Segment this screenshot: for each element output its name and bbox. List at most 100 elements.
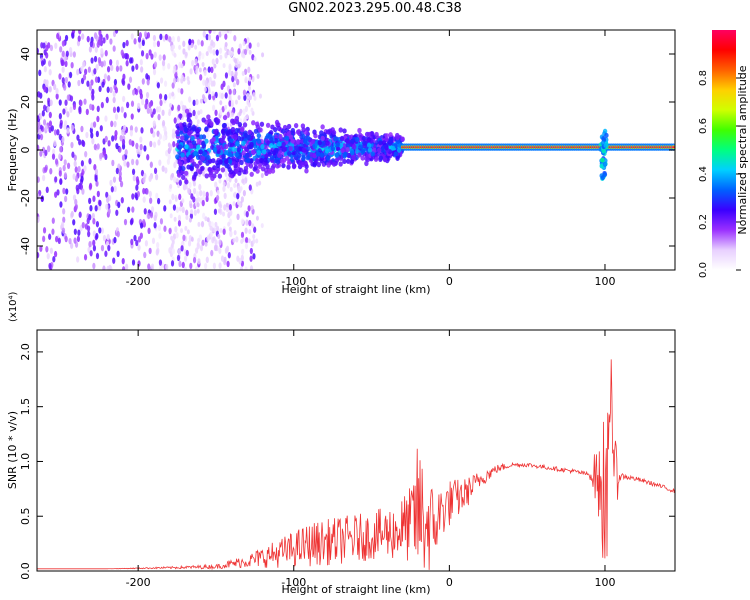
- spectrogram-blob: [139, 92, 143, 100]
- spectrogram-blob: [302, 138, 308, 144]
- spectrogram-blob: [74, 175, 79, 182]
- spectrogram-blob: [220, 92, 224, 100]
- spectrogram-blob: [253, 128, 259, 134]
- spectrogram-blob: [100, 244, 105, 252]
- spectrogram-blob: [184, 108, 190, 114]
- spectrogram-blob: [201, 52, 205, 60]
- spectrogram-blob: [247, 205, 251, 212]
- spectrogram-blob: [49, 44, 54, 52]
- spectrogram-blob: [78, 211, 82, 218]
- spectrogram-blob: [51, 228, 55, 235]
- spectrogram-blob: [88, 182, 93, 190]
- spectrogram-blob: [230, 112, 234, 118]
- spectrogram-blob: [61, 77, 65, 84]
- spectrogram-blob: [113, 120, 117, 128]
- spectrogram-blob: [149, 140, 153, 148]
- spectrogram-blob: [244, 242, 249, 250]
- spectrogram-blob: [255, 181, 259, 187]
- spectrogram-blob: [115, 167, 119, 175]
- spectrogram-blob: [96, 190, 100, 198]
- spectrogram-blob: [388, 138, 393, 144]
- spectrogram-blob: [198, 149, 203, 155]
- spectrogram-blob: [284, 135, 290, 141]
- spectrogram-blob: [231, 120, 236, 126]
- spectrogram-blob: [111, 159, 115, 167]
- spectrogram-blob: [315, 151, 321, 157]
- colorbar-tick-label: 0.8: [698, 70, 709, 86]
- spectrogram-blob: [228, 94, 232, 100]
- spectrogram-blob: [281, 162, 286, 169]
- spectrogram-blob: [94, 76, 99, 83]
- spectrogram-blob: [156, 40, 160, 48]
- spectrogram-blob: [229, 186, 233, 192]
- spectrogram-blob: [145, 91, 150, 99]
- spectrogram-blob: [175, 154, 180, 160]
- spectrogram-blob: [200, 40, 204, 47]
- spectrogram-blob: [153, 214, 157, 222]
- spectrogram-blob: [295, 129, 301, 135]
- snr-y-label: SNR (10 * v/v): [6, 411, 19, 489]
- spectrogram-blob: [180, 135, 185, 141]
- spectrogram-blob: [143, 145, 147, 152]
- spectrogram-blob: [162, 54, 166, 61]
- spectrogram-blob: [208, 220, 212, 228]
- spectrogram-blob: [221, 153, 226, 160]
- spectrogram-blob: [102, 60, 107, 67]
- spectrogram-blob: [39, 150, 43, 157]
- spectrogram-blob: [212, 30, 216, 35]
- spectrogram-blob: [142, 196, 146, 203]
- spectrogram-blob: [155, 249, 159, 256]
- spectrogram-blob: [342, 128, 347, 134]
- spectrogram-blob: [182, 121, 187, 128]
- spectrogram-blob: [179, 129, 184, 135]
- spectrogram-blob: [91, 94, 95, 101]
- spectrogram-blob: [223, 144, 229, 150]
- spectrogram-blob: [185, 215, 189, 221]
- colorbar-ticks: 0.0 0.2 0.4 0.6 0.8: [698, 70, 741, 278]
- spectrogram-blob: [150, 53, 154, 60]
- spectrogram-blob: [188, 217, 192, 223]
- spectrogram-blob: [171, 172, 175, 178]
- spectrogram-blob: [238, 43, 242, 50]
- spectrogram-blob: [212, 129, 218, 135]
- spectrogram-blob: [73, 237, 77, 244]
- spectrogram-blob: [98, 85, 102, 93]
- spectrogram-blob: [187, 240, 192, 247]
- spectrogram-blob: [196, 208, 200, 214]
- spectrogram-blob: [148, 175, 152, 182]
- spectrogram-blob: [37, 115, 40, 122]
- spectrogram-blob: [188, 181, 192, 189]
- spectrogram-blob: [114, 113, 119, 120]
- spectrogram-blob: [237, 122, 243, 128]
- spectrogram-blob: [38, 128, 42, 136]
- spectrogram-blob: [59, 146, 63, 153]
- spectrogram-blob: [115, 59, 120, 67]
- spectrogram-blob: [228, 69, 232, 76]
- snr-x-tick-label: 100: [594, 576, 615, 589]
- spectrogram-blob: [73, 160, 77, 167]
- spectrogram-blob: [294, 145, 299, 151]
- spectrogram-blob: [66, 94, 70, 101]
- spectrogram-blob: [69, 71, 73, 79]
- spectrogram-blob: [248, 95, 252, 101]
- spectrogram-blob: [57, 237, 61, 245]
- spectrogram-blob: [195, 266, 199, 270]
- spectrogram-blob: [145, 52, 149, 60]
- spectrogram-blob: [187, 125, 193, 131]
- spectrogram-blob: [102, 234, 107, 242]
- snr-y-tick-label: 2.0: [19, 343, 32, 361]
- spectrogram-blob: [158, 93, 163, 100]
- spectrogram-blob: [253, 226, 257, 233]
- spectrogram-blob: [128, 138, 132, 146]
- spectrogram-blob: [48, 262, 52, 270]
- spectrogram-blob: [124, 52, 128, 60]
- spectrogram-blob: [334, 152, 339, 158]
- spectrogram-blob: [83, 165, 87, 172]
- spectrogram-blob: [216, 189, 220, 195]
- spectrogram-blob: [78, 107, 82, 115]
- spectrogram-blob: [319, 130, 324, 136]
- snr-y-tick-label: 1.5: [19, 398, 32, 416]
- spectrogram-blob: [227, 221, 231, 227]
- spectrogram-blob: [94, 168, 99, 176]
- spectrogram-blob: [72, 103, 77, 111]
